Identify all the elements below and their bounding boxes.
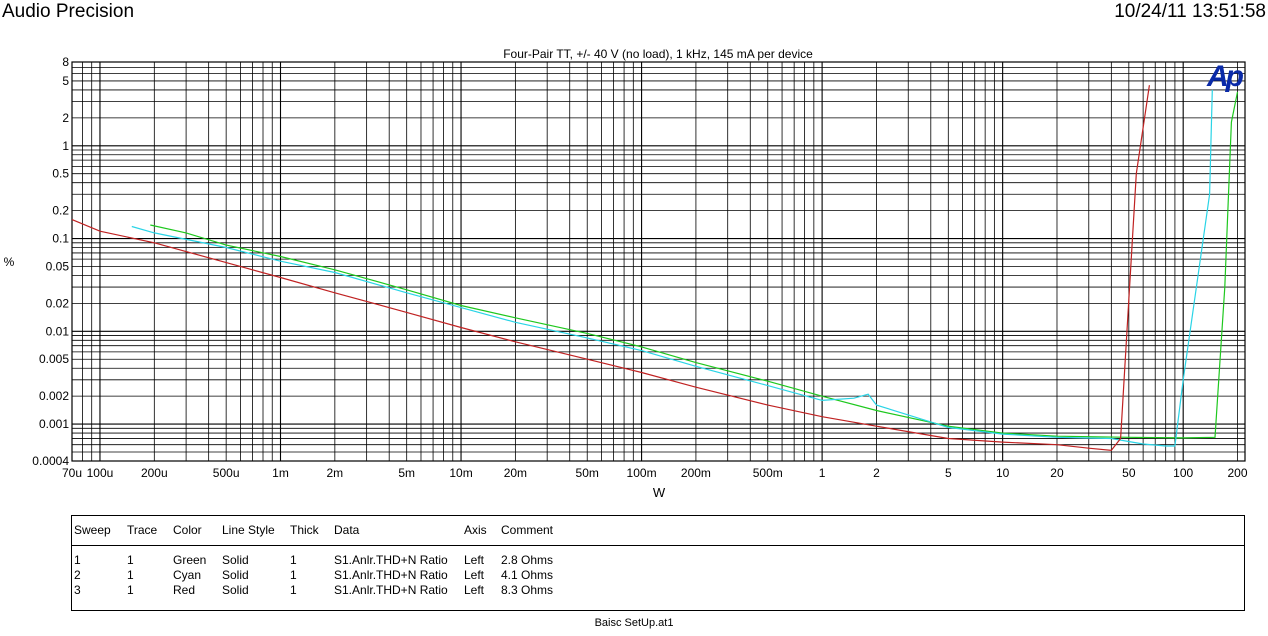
datetime-stamp: 10/24/11 13:51:58: [1114, 1, 1266, 22]
y-tick-label: 0.0004: [32, 454, 69, 468]
series-line-3: [71, 85, 1150, 452]
y-tick-label: 0.05: [46, 259, 70, 273]
y-tick-labels: 8 5 2 1 0.5 0.2 0.1 0.05 0.02 0.01 0.005 0.002 0.001…: [32, 55, 69, 468]
y-tick-label: 0.02: [46, 296, 70, 310]
y-tick-label: 1: [62, 139, 69, 153]
y-tick-label: 0.01: [46, 324, 70, 338]
plot-series: [71, 85, 1239, 452]
x-tick-label: 10m: [449, 466, 472, 480]
x-tick-label: 200m: [681, 466, 711, 480]
x-tick-label: 50m: [576, 466, 599, 480]
x-tick-label: 20m: [504, 466, 527, 480]
x-tick-label: 5m: [398, 466, 415, 480]
series-line-1: [150, 91, 1239, 439]
x-tick-label: 70u: [62, 466, 82, 480]
legend-header-cell: Trace: [127, 523, 158, 537]
y-tick-label: 0.1: [52, 232, 69, 246]
ap-logo-icon: Ap: [1207, 60, 1244, 93]
legend-row-cell: 4.1 Ohms: [501, 568, 554, 582]
legend-row-cell: Green: [173, 553, 207, 567]
x-tick-label: 100: [1173, 466, 1193, 480]
legend-header-cell: Data: [334, 523, 360, 537]
legend-header-cell: Axis: [464, 523, 487, 537]
x-tick-labels: 70u 100u 200u 500u 1m 2m 5m 10m 20m 50m 100m 200m 50…: [62, 466, 1248, 480]
x-tick-label: 2m: [327, 466, 344, 480]
plot-frame: [71, 61, 1246, 462]
legend-row-cell: Left: [464, 583, 485, 597]
legend-header-divider: [72, 545, 1244, 546]
legend-header-cell: Sweep: [74, 523, 111, 537]
legend-row-cell: 2: [74, 568, 81, 582]
legend-row-cell: 3: [74, 583, 81, 597]
legend-header-cell: Comment: [501, 523, 554, 537]
y-tick-label: 2: [62, 111, 69, 125]
x-tick-label: 20: [1050, 466, 1064, 480]
x-axis-label: W: [653, 485, 666, 500]
legend-row-cell: 2.8 Ohms: [501, 553, 554, 567]
legend-row-cell: Solid: [222, 568, 249, 582]
x-tick-label: 200u: [141, 466, 168, 480]
legend-row-cell: S1.Anlr.THD+N Ratio: [334, 553, 448, 567]
x-tick-label: 1: [819, 466, 826, 480]
legend-row-cell: 1: [290, 568, 297, 582]
x-tick-label: 100u: [87, 466, 114, 480]
legend-header-cell: Thick: [290, 523, 319, 537]
legend-table: Sweep Trace Color Line Style Thick Data Axis Co…: [71, 515, 1245, 611]
legend-row-cell: S1.Anlr.THD+N Ratio: [334, 568, 448, 582]
app-name: Audio Precision: [2, 1, 135, 22]
y-tick-label: 0.005: [39, 352, 69, 366]
legend-header-cell: Color: [173, 523, 202, 537]
legend-row-cell: Solid: [222, 553, 249, 567]
x-tick-label: 100m: [627, 466, 657, 480]
x-tick-label: 500m: [753, 466, 783, 480]
legend-row-cell: 1: [290, 583, 297, 597]
legend-row-cell: Solid: [222, 583, 249, 597]
legend-row-cell: 8.3 Ohms: [501, 583, 554, 597]
legend-header-cell: Line Style: [222, 523, 275, 537]
x-tick-label: 2: [873, 466, 880, 480]
y-tick-label: 5: [62, 74, 69, 88]
y-tick-label: 0.001: [39, 417, 69, 431]
y-tick-label: 8: [62, 55, 69, 69]
x-tick-label: 10: [996, 466, 1010, 480]
legend-row-cell: 1: [290, 553, 297, 567]
legend-row-cell: 1: [74, 553, 81, 567]
x-tick-label: 50: [1122, 466, 1136, 480]
series-line-2: [131, 89, 1213, 447]
x-tick-label: 5: [945, 466, 952, 480]
thd-plot: 70u 100u 200u 500u 1m 2m 5m 10m 20m 50m 100m 200m 50…: [4, 55, 1248, 500]
legend-row-cell: Left: [464, 568, 485, 582]
y-tick-label: 0.5: [52, 167, 69, 181]
legend-row-cell: 1: [127, 568, 134, 582]
legend-row-cell: Red: [173, 583, 196, 597]
legend-row-cell: S1.Anlr.THD+N Ratio: [334, 583, 448, 597]
legend-row-cell: 1: [127, 553, 134, 567]
x-tick-label: 200: [1228, 466, 1248, 480]
y-tick-label: 0.2: [52, 204, 69, 218]
legend-row-cell: Cyan: [173, 568, 202, 582]
chart-title: Four-Pair TT, +/- 40 V (no load), 1 kHz,…: [503, 47, 813, 61]
file-name: Baisc SetUp.at1: [594, 617, 674, 629]
plot-grid: [71, 61, 1246, 462]
legend-row-cell: Left: [464, 553, 485, 567]
y-axis-label: %: [4, 255, 15, 269]
y-tick-label: 0.002: [39, 389, 69, 403]
x-tick-label: 500u: [213, 466, 240, 480]
x-tick-label: 1m: [272, 466, 289, 480]
legend-row-cell: 1: [127, 583, 134, 597]
